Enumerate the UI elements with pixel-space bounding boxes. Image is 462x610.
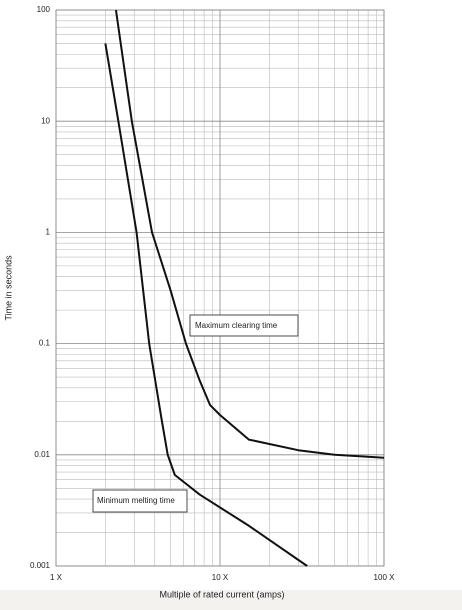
grid <box>55 9 385 567</box>
annotation: Minimum melting time <box>97 496 175 505</box>
y-tick-label: 0.001 <box>30 561 51 570</box>
plot-frame <box>55 9 385 567</box>
curve <box>104 43 308 567</box>
y-tick-label: 100 <box>37 5 51 14</box>
x-axis-title: Multiple of rated current (amps) <box>159 589 284 599</box>
annotation-box <box>92 489 188 513</box>
x-tick-label: 100 X <box>374 573 396 582</box>
footer-band <box>0 590 462 610</box>
y-tick-label: 10 <box>41 116 50 125</box>
y-tick-label: 0.1 <box>39 339 51 348</box>
y-tick-label: 0.01 <box>34 450 50 459</box>
annotation-box <box>189 314 299 337</box>
y-tick-label: 1 <box>46 228 51 237</box>
y-axis-title: Time in seconds <box>3 255 13 321</box>
x-tick-label: 10 X <box>212 573 229 582</box>
annotation: Maximum clearing time <box>195 321 278 330</box>
curve <box>114 9 385 459</box>
x-tick-label: 1 X <box>50 573 63 582</box>
curves <box>104 9 385 567</box>
